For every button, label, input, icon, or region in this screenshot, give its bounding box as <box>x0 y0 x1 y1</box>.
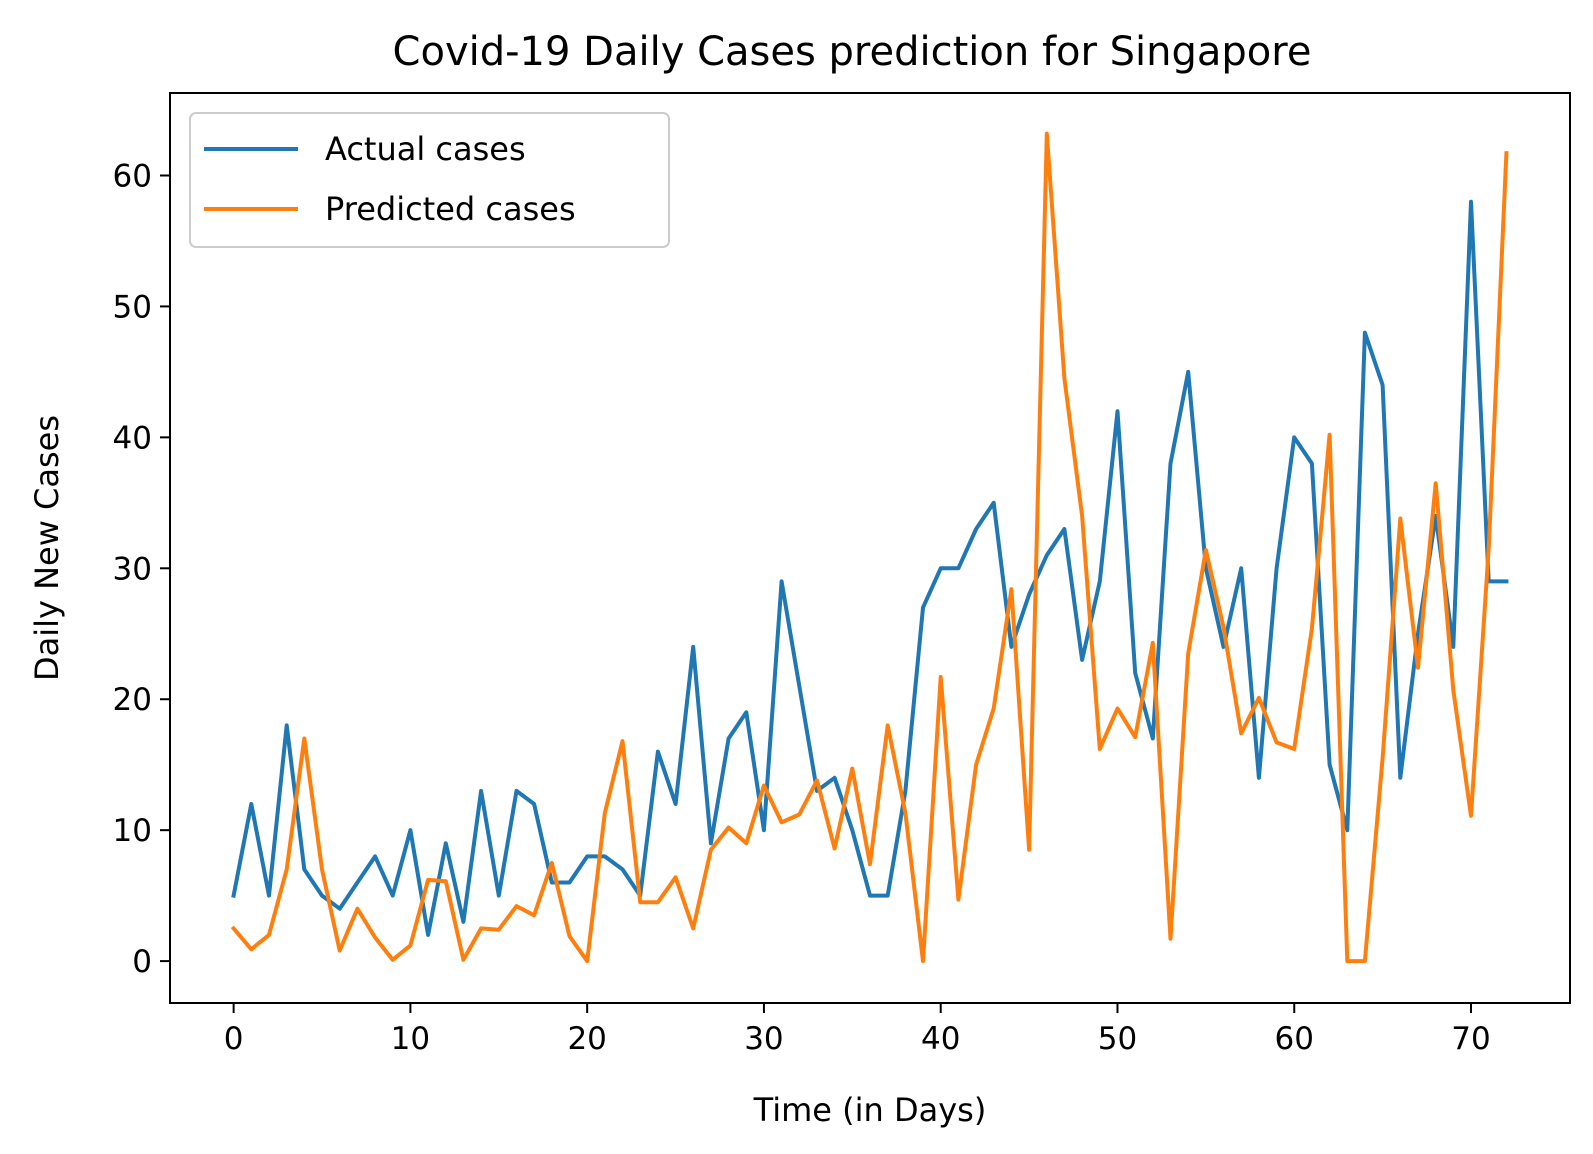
y-axis-label: Daily New Cases <box>28 415 66 681</box>
legend-box <box>189 112 670 248</box>
y-tick-label: 60 <box>113 158 152 194</box>
x-tick-label: 0 <box>224 1021 244 1057</box>
y-axis-ticks: 0 10 20 30 40 50 60 <box>113 158 170 980</box>
x-axis-ticks: 0 10 20 30 40 50 60 70 <box>224 1003 1491 1057</box>
y-tick-label: 0 <box>132 944 152 980</box>
plot-frame <box>169 92 1571 1004</box>
y-tick-label: 30 <box>113 551 152 587</box>
y-tick-label: 50 <box>113 289 152 325</box>
series-line-predicted <box>230 131 1509 964</box>
y-tick-label: 40 <box>113 420 152 456</box>
legend-label-predicted: Predicted cases <box>325 190 576 228</box>
x-tick-label: 70 <box>1451 1021 1490 1057</box>
legend: Actual cases Predicted cases <box>189 112 670 248</box>
chart-title: Covid-19 Daily Cases prediction for Sing… <box>393 29 1312 75</box>
x-tick-label: 40 <box>921 1021 960 1057</box>
x-tick-label: 30 <box>744 1021 783 1057</box>
x-tick-label: 60 <box>1275 1021 1314 1057</box>
x-axis-label: Time (in Days) <box>753 1091 987 1129</box>
y-tick-label: 20 <box>113 682 152 718</box>
series-line-actual <box>231 199 1509 937</box>
y-tick-label: 10 <box>113 813 152 849</box>
x-tick-label: 10 <box>391 1021 430 1057</box>
series-layer <box>230 131 1509 964</box>
x-tick-label: 50 <box>1098 1021 1137 1057</box>
legend-label-actual: Actual cases <box>325 130 526 168</box>
x-tick-label: 20 <box>567 1021 606 1057</box>
